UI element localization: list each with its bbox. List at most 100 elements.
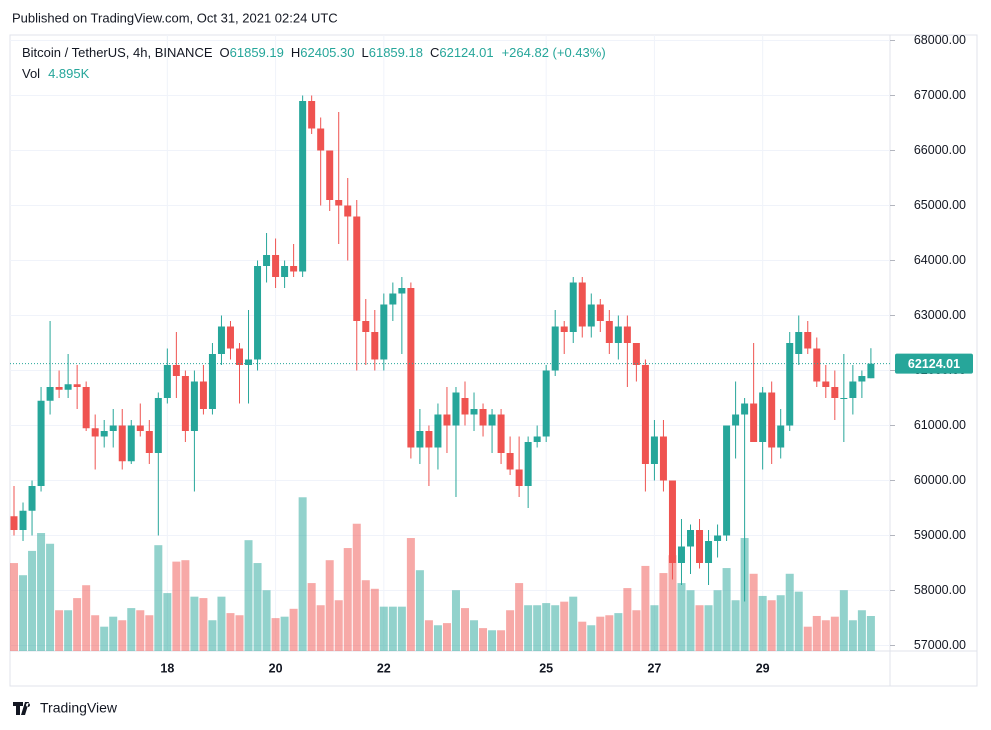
volume-bar <box>37 533 46 651</box>
candle-body <box>804 332 812 349</box>
candle-body <box>461 398 469 415</box>
volume-bar <box>235 615 244 651</box>
y-tick-label: 67000.00 <box>914 88 966 102</box>
candle-body <box>623 326 631 343</box>
volume-bar <box>109 616 118 651</box>
volume-bar <box>830 616 839 651</box>
volume-bar <box>812 615 821 651</box>
candle-body <box>254 266 262 360</box>
volume-bar <box>776 595 785 651</box>
volume-bar <box>461 608 469 651</box>
volume-bar <box>46 543 55 651</box>
volume-bar <box>560 601 569 651</box>
y-tick-label: 59000.00 <box>914 528 966 542</box>
volume-bar <box>686 590 695 651</box>
volume-bar <box>623 588 632 651</box>
ohlc-key: C <box>430 45 439 60</box>
candle-body <box>668 480 676 563</box>
volume-bar <box>506 610 515 651</box>
candle-body <box>299 101 307 272</box>
volume-bar <box>397 606 406 651</box>
volume-bar <box>433 625 442 651</box>
volume-bar <box>839 590 848 651</box>
volume-bar <box>632 610 641 651</box>
volume-bar <box>524 605 533 651</box>
volume-bar <box>442 623 451 651</box>
candle-body <box>163 365 171 398</box>
brand-name: TradingView <box>40 700 118 716</box>
volume-bar <box>785 573 794 651</box>
candle-body <box>443 414 451 426</box>
candle-body <box>858 376 866 382</box>
volume-bar <box>803 626 812 651</box>
y-tick-label: 65000.00 <box>914 198 966 212</box>
candle-body <box>777 425 785 448</box>
candle-body <box>389 293 397 305</box>
candle-body <box>362 321 370 332</box>
volume-bar <box>253 563 262 651</box>
candle-body <box>488 414 496 426</box>
volume-bar <box>794 591 803 651</box>
candle-body <box>55 387 63 390</box>
volume-bar <box>28 550 37 651</box>
volume-bar <box>659 573 668 651</box>
volume-bar <box>848 620 857 651</box>
volume-value: 4.895K <box>48 66 90 81</box>
volume-bar <box>361 580 370 651</box>
y-tick-label: 66000.00 <box>914 143 966 157</box>
candle-body <box>524 442 532 486</box>
candle-body <box>127 425 135 462</box>
candle-body <box>10 516 18 530</box>
candle-body <box>181 376 189 431</box>
candle-body <box>208 354 216 409</box>
y-tick-label: 68000.00 <box>914 33 966 47</box>
candle-body <box>371 332 379 360</box>
y-tick-label: 58000.00 <box>914 583 966 597</box>
candle-body <box>172 365 180 376</box>
candle-body <box>217 326 225 354</box>
candle-body <box>849 381 857 398</box>
candle-body <box>281 266 289 277</box>
candle-body <box>416 431 424 448</box>
volume-bar <box>145 615 154 651</box>
volume-bar <box>388 606 397 651</box>
candle-body <box>560 326 568 332</box>
volume-bar <box>749 573 758 651</box>
candle-body <box>91 428 99 437</box>
candle-body <box>272 255 280 277</box>
candle-body <box>398 288 406 294</box>
y-tick-label: 61000.00 <box>914 418 966 432</box>
volume-bar <box>406 538 415 651</box>
candle-body <box>714 535 722 541</box>
candle-body <box>136 425 144 431</box>
candle-body <box>587 304 595 327</box>
volume-bar <box>578 621 587 651</box>
volume-bar <box>100 626 109 651</box>
candle-body <box>867 363 875 379</box>
legend: Bitcoin / TetherUS, 4h, BINANCE O61859.19… <box>22 45 606 60</box>
candle-body <box>813 348 821 382</box>
volume-bar <box>370 588 379 651</box>
candle-body <box>470 409 478 415</box>
volume-bar <box>497 630 506 651</box>
candle-body <box>705 541 713 563</box>
volume-bar <box>533 605 542 651</box>
candle-body <box>109 425 117 431</box>
candle-body <box>452 392 460 426</box>
y-tick-label: 57000.00 <box>914 638 966 652</box>
change-value: +264.82 (+0.43%) <box>502 45 606 60</box>
candle-body <box>741 403 749 415</box>
volume-bar <box>352 523 361 651</box>
volume-bar <box>181 560 190 651</box>
volume-legend: Vol 4.895K <box>22 66 90 81</box>
candle-body <box>614 326 622 343</box>
x-tick-label: 18 <box>160 661 174 675</box>
candle-body <box>515 469 523 486</box>
volume-bar <box>866 616 875 651</box>
candle-body <box>82 387 90 429</box>
volume-title: Vol <box>22 66 40 81</box>
candle-body <box>190 381 198 431</box>
y-tick-label: 64000.00 <box>914 253 966 267</box>
candle-body <box>479 409 487 426</box>
ohlc-value: 61859.18 <box>369 45 423 60</box>
